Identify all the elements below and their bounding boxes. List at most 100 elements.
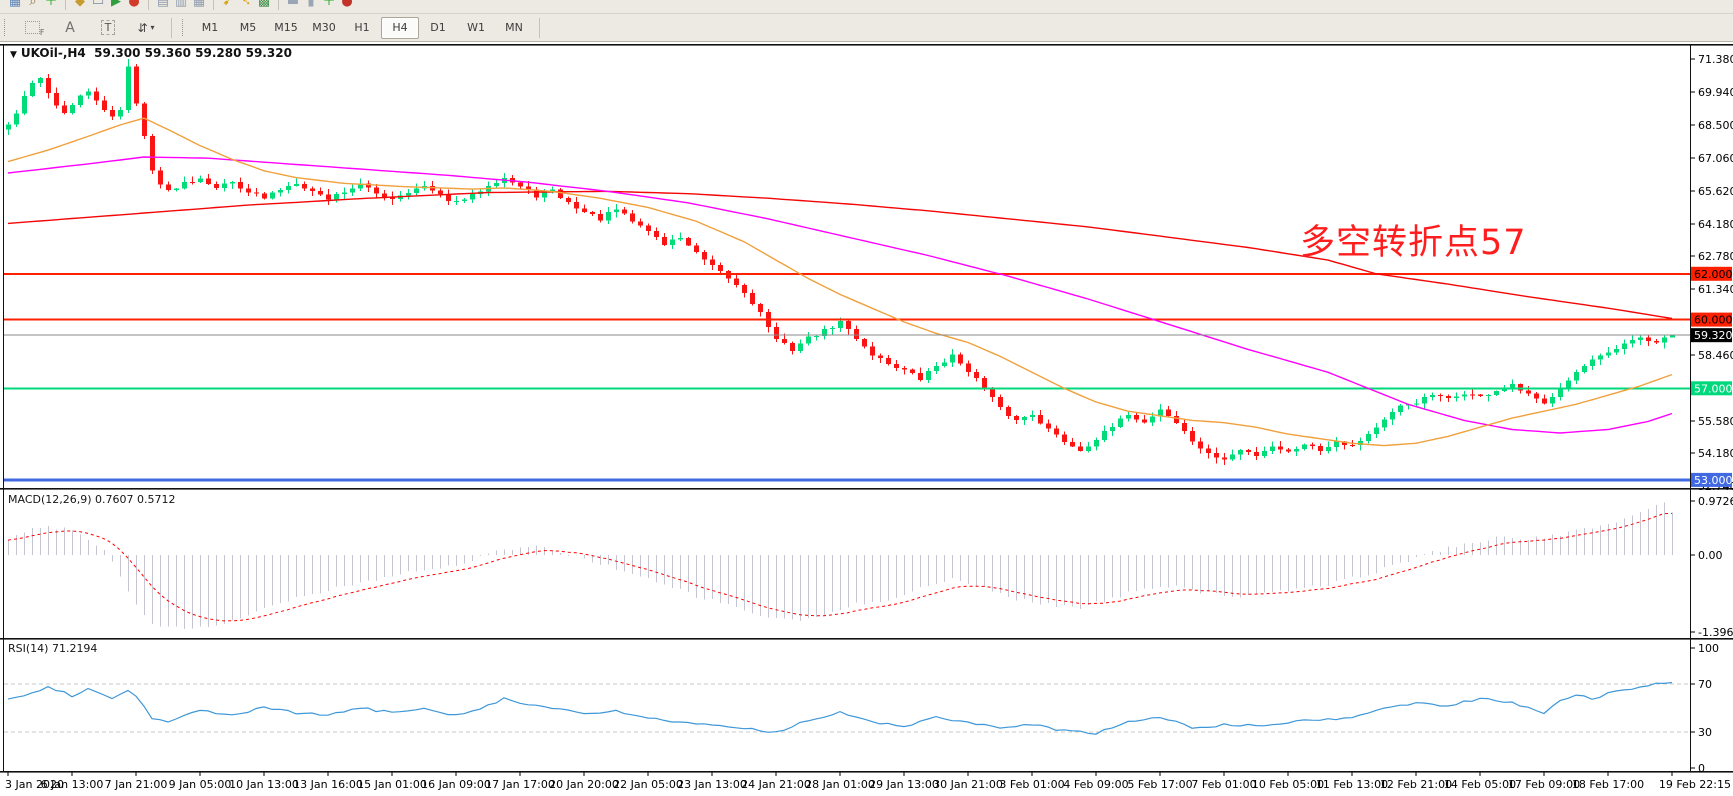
toolbar-separator (539, 17, 540, 38)
timeframe-button-w1[interactable]: W1 (467, 21, 485, 34)
price-badge-current-price (1691, 328, 1732, 343)
candlestick-body (1350, 445, 1355, 447)
candlestick-body (1534, 393, 1539, 399)
candlestick-body (1638, 337, 1643, 340)
toolbar-drag-handle[interactable] (4, 19, 8, 36)
ohlc-quotes-label: 59.300 59.360 59.280 59.320 (94, 46, 292, 60)
timeframe-button-m30[interactable]: M30 (312, 21, 336, 34)
candlestick-body (566, 198, 571, 202)
bar-chart-icon[interactable]: ▬ (286, 0, 300, 9)
timeframe-button-m15[interactable]: M15 (274, 21, 298, 34)
indicator-window-button[interactable]: F (13, 17, 51, 39)
candlestick-body (1390, 411, 1395, 420)
candlestick-body (86, 91, 91, 96)
preview-icon[interactable]: ▶ (111, 0, 121, 9)
grid-icon[interactable]: ▩ (257, 0, 271, 9)
candlestick-body (166, 184, 171, 190)
horizontal-line-60[interactable] (4, 318, 1690, 321)
candlestick-body (310, 188, 315, 192)
template-icon[interactable]: ◆ (75, 0, 85, 9)
candlestick-body (678, 238, 683, 240)
time-axis-label: 17 Jan 17:00 (485, 778, 555, 791)
add-indicator-icon[interactable]: ＋ (44, 0, 58, 9)
tile-horizontal-icon[interactable]: ▤ (156, 0, 170, 9)
candlestick-body (198, 178, 203, 182)
timeframe-button-h4[interactable]: H4 (381, 16, 419, 39)
candlestick-body (1326, 447, 1331, 451)
candlestick-body (350, 188, 355, 193)
record-icon[interactable]: ● (341, 0, 353, 9)
chart-title: ▼ UKOil-,H4 59.300 59.360 59.280 59.320 (10, 46, 292, 60)
candlestick-body (278, 189, 283, 193)
candlestick-body (902, 367, 907, 370)
price-axis-label: 65.620 (1698, 185, 1733, 198)
zoom-icon[interactable]: ⌕ (29, 0, 37, 9)
candlestick-body (1438, 395, 1443, 397)
add-object-icon[interactable]: ＋ (322, 0, 336, 9)
macd-indicator-label: MACD(12,26,9) 0.7607 0.5712 (8, 493, 176, 506)
time-axis-label: 7 Jan 21:00 (105, 778, 168, 791)
annotation-text[interactable]: 多空转折点57 (1300, 223, 1527, 263)
toolbar-drag-handle[interactable] (182, 19, 186, 36)
candlestick-body (214, 184, 219, 189)
timeframe-button-m1[interactable]: M1 (201, 21, 219, 34)
print-icon[interactable]: ▭ (91, 0, 105, 9)
tile-vertical-icon[interactable]: ▥ (174, 0, 188, 9)
time-axis-label: 24 Jan 21:00 (741, 778, 811, 791)
candlestick-body (334, 194, 339, 200)
zoom-in-icon[interactable]: ➹ (222, 0, 234, 9)
timeframe-button-mn[interactable]: MN (505, 21, 523, 34)
candlestick-body (1214, 453, 1219, 458)
horizontal-line-57[interactable] (4, 387, 1690, 390)
time-axis-label: 19 Feb 22:15 (1659, 778, 1731, 791)
candle-chart-icon[interactable]: ▮ (307, 0, 315, 9)
candlestick-body (742, 285, 747, 293)
candlestick-body (54, 92, 59, 106)
price-badge-label: 57.000 (1694, 382, 1733, 395)
price-badge-label: 53.000 (1694, 474, 1733, 487)
candlestick-body (382, 193, 387, 198)
candlestick-body (774, 327, 779, 340)
candlestick-body (22, 96, 27, 114)
collapse-triangle-icon[interactable]: ▼ (10, 50, 17, 60)
candlestick-body (1302, 444, 1307, 449)
text-box-button[interactable]: T (89, 17, 127, 39)
candlestick-body (1590, 359, 1595, 366)
timeframe-button-d1[interactable]: D1 (430, 21, 446, 34)
candlestick-body (806, 336, 811, 344)
horizontal-line-53[interactable] (4, 478, 1690, 482)
candlestick-body (1614, 348, 1619, 353)
price-axis-label: 61.340 (1698, 283, 1733, 296)
candlestick-body (638, 221, 643, 226)
candlestick-body (190, 181, 195, 183)
candlestick-body (358, 183, 363, 189)
time-axis-label: 12 Feb 21:00 (1380, 778, 1452, 791)
candlestick-body (1134, 414, 1139, 420)
toolbar-separator (278, 0, 279, 10)
letter-t-icon: T (100, 20, 116, 35)
timeframe-button-m5[interactable]: M5 (239, 21, 257, 34)
cursor-tool-button[interactable]: ⇵ ▾ (127, 17, 165, 39)
candlestick-body (1126, 414, 1131, 419)
candlestick-body (710, 259, 715, 265)
candlestick-body (174, 188, 179, 190)
candlestick-body (158, 170, 163, 185)
candlestick-body (1430, 395, 1435, 398)
candlestick-body (1414, 403, 1419, 405)
candlestick-body (206, 178, 211, 185)
tile-grid-icon[interactable]: ▦ (192, 0, 206, 9)
candlestick-body (1238, 449, 1243, 455)
rsi-axis-label: 0 (1698, 762, 1705, 775)
chart-canvas[interactable]: 71.380 69.940 68.500 67.060 65.620 64.180 62.7… (0, 42, 1733, 796)
candlestick-body (886, 357, 891, 364)
time-axis-label: 3 Jan 2020 (5, 778, 64, 791)
candlestick-body (1102, 430, 1107, 440)
text-label-button[interactable]: A (51, 17, 89, 39)
new-chart-icon[interactable]: ▦ (8, 0, 22, 9)
candlestick-body (1054, 428, 1059, 435)
stop-icon[interactable]: ● (128, 0, 140, 9)
timeframe-button-h1[interactable]: H1 (354, 21, 370, 34)
horizontal-line-62[interactable] (4, 272, 1690, 275)
zoom-out-icon[interactable]: ➴ (240, 0, 252, 9)
candlestick-body (142, 103, 147, 136)
